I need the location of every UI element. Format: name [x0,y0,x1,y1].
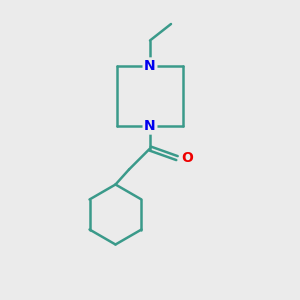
Text: O: O [181,151,193,165]
Text: N: N [144,119,156,133]
Text: N: N [144,59,156,73]
